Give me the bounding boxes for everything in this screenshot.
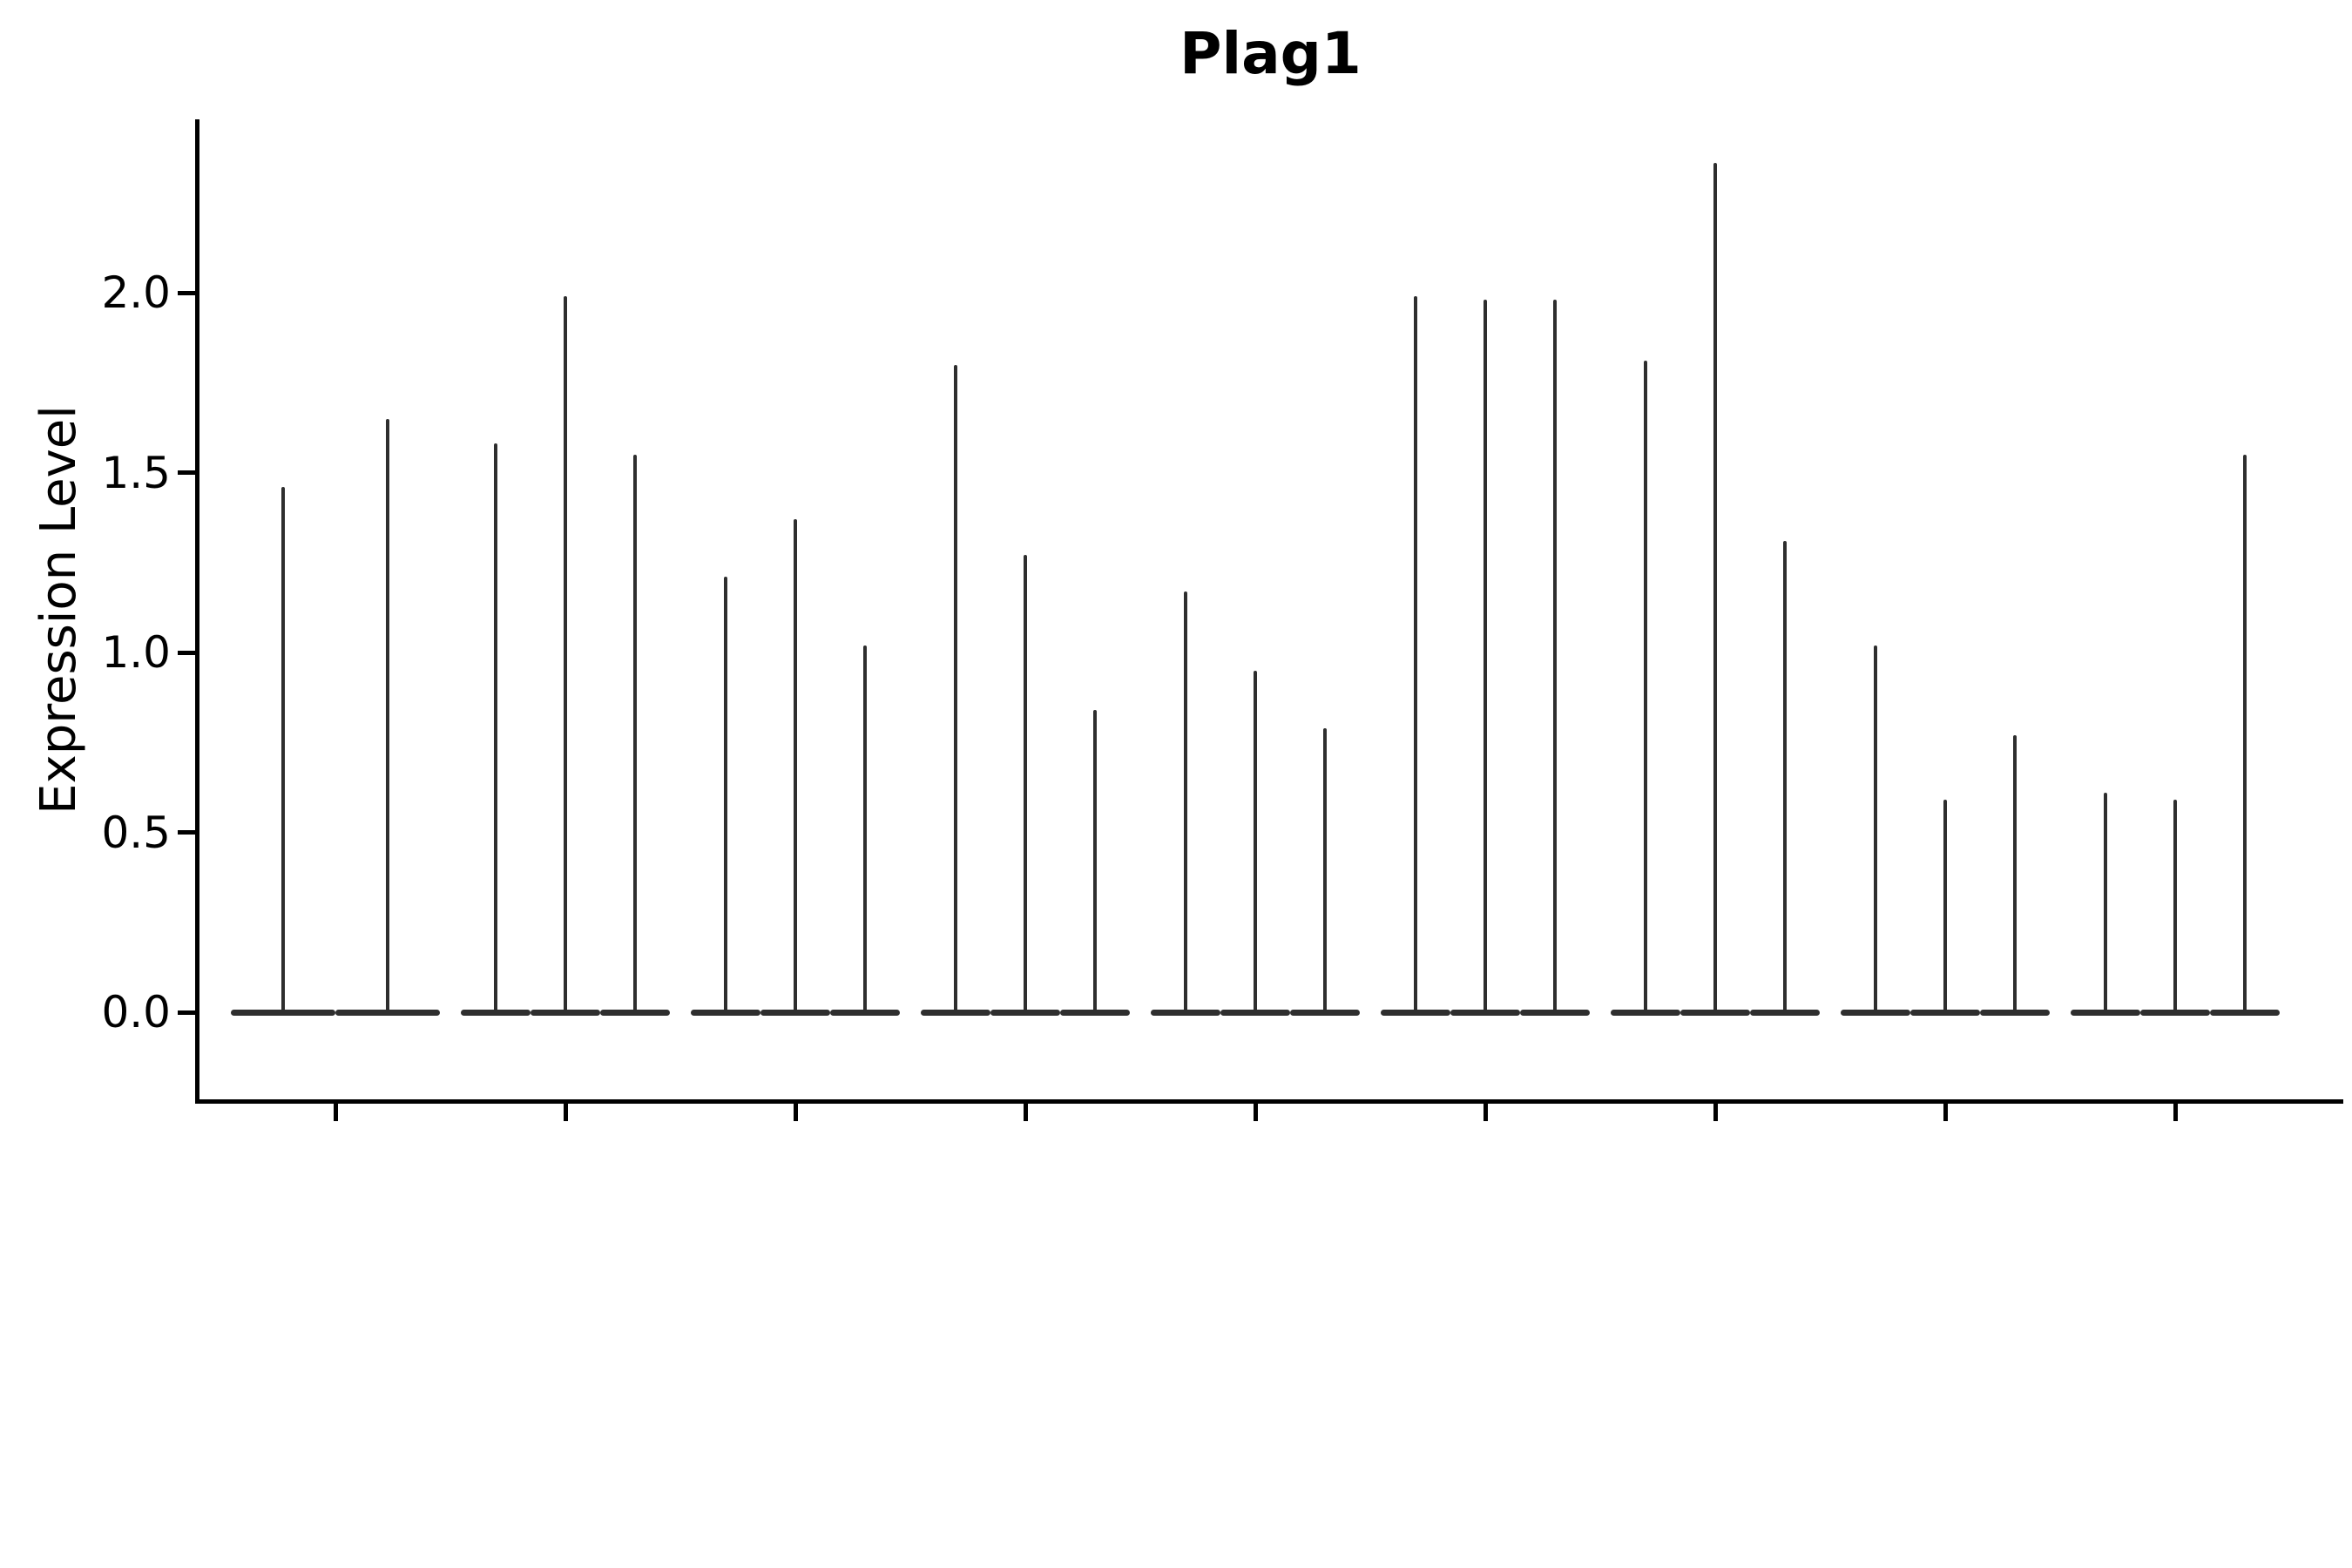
x-tick-mark	[793, 1104, 798, 1121]
violin-body	[1910, 1009, 1980, 1016]
violin-spike	[1092, 710, 1098, 1012]
violin-spike	[1782, 540, 1788, 1012]
y-tick-label: 1.5	[101, 447, 171, 498]
violin-spike	[1643, 361, 1648, 1012]
violin-body	[231, 1009, 335, 1016]
violin-spike	[862, 645, 868, 1012]
violin-body	[600, 1009, 670, 1016]
violin-spike	[385, 418, 390, 1012]
violin-spike	[793, 519, 798, 1012]
violin-spike	[1322, 727, 1328, 1012]
violin-spike	[2012, 734, 2017, 1012]
x-tick-mark	[2173, 1104, 2178, 1121]
violin-body	[1060, 1009, 1130, 1016]
violin-body	[990, 1009, 1060, 1016]
violin-body	[2210, 1009, 2280, 1016]
violin-spike	[1552, 300, 1558, 1012]
violin-spike	[953, 364, 958, 1012]
x-tick-mark	[333, 1104, 338, 1121]
violin-body	[1290, 1009, 1360, 1016]
y-tick-mark	[178, 290, 195, 295]
violin-spike	[280, 487, 286, 1012]
violin-spike	[2173, 800, 2178, 1012]
violin-spike	[563, 296, 568, 1012]
violin-spike	[1483, 300, 1488, 1012]
violin-body	[1220, 1009, 1290, 1016]
violin-body	[1750, 1009, 1820, 1016]
violin-spike	[2242, 454, 2247, 1012]
violin-spike	[493, 443, 498, 1012]
x-tick-mark	[1023, 1104, 1028, 1121]
x-tick-mark	[1943, 1104, 1948, 1121]
violin-body	[830, 1009, 900, 1016]
violin-body	[1151, 1009, 1220, 1016]
violin-body	[1520, 1009, 1590, 1016]
violin-body	[921, 1009, 990, 1016]
violin-body	[760, 1009, 830, 1016]
y-tick-mark	[178, 830, 195, 835]
chart-title: Plag1	[1179, 20, 1362, 87]
y-tick-label: 1.0	[101, 627, 171, 678]
violin-body	[461, 1009, 531, 1016]
violin-body	[1841, 1009, 1910, 1016]
violin-spike	[723, 577, 728, 1012]
x-tick-mark	[1253, 1104, 1258, 1121]
violin-spike	[1873, 645, 1878, 1012]
violin-body	[531, 1009, 600, 1016]
violin-spike	[1023, 555, 1028, 1012]
violin-body	[2140, 1009, 2210, 1016]
x-tick-mark	[563, 1104, 568, 1121]
y-tick-mark	[178, 1010, 195, 1015]
violin-body	[1980, 1009, 2050, 1016]
y-tick-mark	[178, 650, 195, 655]
x-tick-mark	[1483, 1104, 1488, 1121]
y-tick-label: 2.0	[101, 267, 171, 318]
violin-spike	[1713, 163, 1718, 1012]
y-tick-label: 0.5	[101, 807, 171, 858]
violin-body	[335, 1009, 440, 1016]
violin-body	[691, 1009, 760, 1016]
y-axis-spine	[195, 119, 199, 1104]
violin-spike	[2103, 793, 2108, 1012]
violin-body	[1680, 1009, 1750, 1016]
violin-spike	[1183, 591, 1188, 1012]
x-axis-spine	[195, 1099, 2343, 1104]
violin-spike	[1943, 800, 1948, 1012]
y-tick-mark	[178, 470, 195, 475]
violin-spike	[632, 454, 638, 1012]
violin-spike	[1253, 670, 1258, 1012]
x-tick-mark	[1713, 1104, 1718, 1121]
violin-body	[1381, 1009, 1450, 1016]
violin-body	[1450, 1009, 1520, 1016]
y-tick-label: 0.0	[101, 987, 171, 1037]
violin-spike	[1413, 296, 1418, 1012]
violin-body	[2071, 1009, 2140, 1016]
violin-body	[1611, 1009, 1680, 1016]
